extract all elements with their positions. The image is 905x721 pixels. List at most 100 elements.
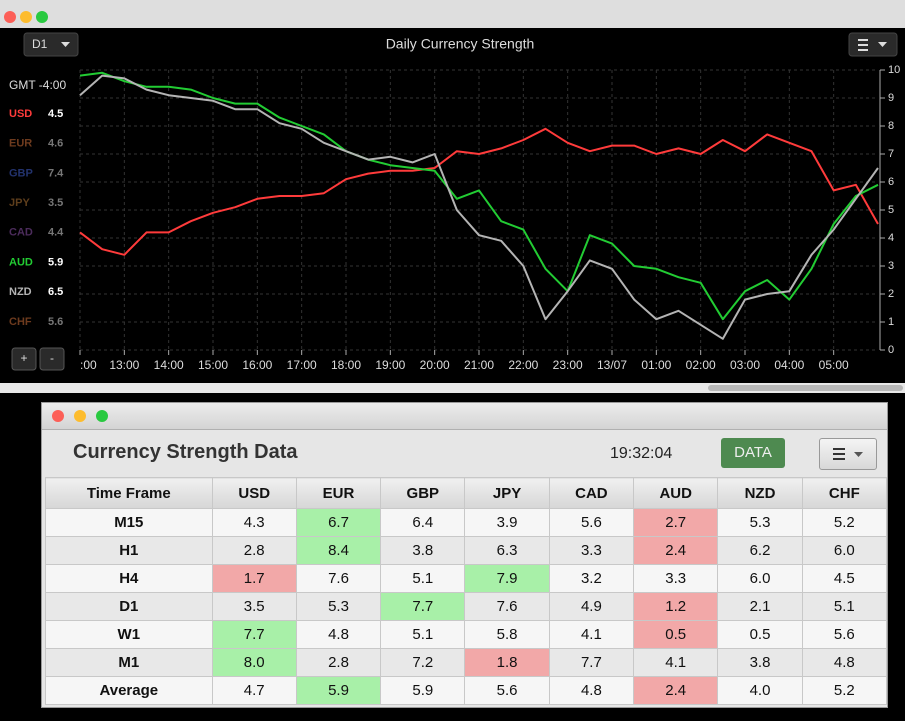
cell: 3.3 [548, 536, 635, 565]
y-tick-label: 10 [888, 64, 900, 76]
x-tick-label: 22:00 [508, 358, 538, 372]
x-tick-label: 14:00 [154, 358, 184, 372]
zoom-in-button[interactable] [11, 347, 37, 371]
y-tick-label: 5 [888, 204, 894, 216]
cell: 2.4 [633, 536, 719, 565]
row-label: H1 [45, 536, 213, 565]
row-label: D1 [45, 592, 213, 621]
y-tick-label: 1 [888, 316, 894, 328]
table-row: H1 2.8 8.4 3.8 6.3 3.3 2.4 6.2 6.0 [45, 536, 888, 565]
series-line [79, 127, 879, 256]
x-tick-label: 20:00 [420, 358, 450, 372]
minimize[interactable] [74, 410, 86, 422]
timeframe-select[interactable] [23, 32, 79, 57]
cell: 4.8 [548, 676, 635, 705]
cell: 5.1 [801, 592, 888, 621]
zoom-in: + [20, 351, 27, 365]
cell: 4.7 [211, 676, 297, 705]
cell: 4.8 [295, 620, 382, 649]
legend-name: AUD [9, 256, 33, 268]
legend-name: CHF [9, 316, 32, 328]
cell: 5.3 [717, 508, 803, 537]
column-header: AUD [633, 477, 719, 509]
maximize[interactable] [96, 410, 108, 422]
cell: 7.2 [380, 648, 466, 677]
series-line [79, 71, 879, 321]
cell: 3.8 [717, 648, 803, 677]
table-row: M15 4.3 6.7 6.4 3.9 5.6 2.7 5.3 5.2 [45, 508, 888, 537]
y-tick-label: 4 [888, 232, 894, 244]
scroll-thumb[interactable] [708, 385, 903, 391]
y-tick-label: 0 [888, 344, 894, 356]
x-tick-label: 17:00 [287, 358, 317, 372]
column-header: NZD [717, 477, 803, 509]
x-tick-label: 05:00 [819, 358, 849, 372]
x-tick-label: 13/07 [597, 358, 627, 372]
timezone: GMT -4:00 [9, 78, 66, 92]
row-label: H4 [45, 564, 213, 593]
cell: 6.3 [464, 536, 550, 565]
menu-icon [858, 39, 868, 51]
row-label: W1 [45, 620, 213, 649]
menu-icon [833, 448, 863, 460]
close[interactable] [4, 11, 16, 23]
cell: 4.0 [717, 676, 803, 705]
cell: 2.8 [295, 648, 382, 677]
x-tick-label: 03:00 [730, 358, 760, 372]
column-header: CAD [548, 477, 635, 509]
timeframe: D1 [32, 37, 48, 51]
chart-title: Daily Currency Strength [386, 36, 535, 52]
legend-name: JPY [9, 197, 30, 209]
cell: 4.1 [633, 648, 719, 677]
cell: 8.4 [295, 536, 382, 565]
cell: 4.3 [211, 508, 297, 537]
chart-bg [0, 28, 905, 383]
panel-title: Currency Strength Data [73, 441, 298, 463]
close[interactable] [52, 410, 64, 422]
zoom-out-button[interactable] [39, 347, 65, 371]
y-tick-label: 3 [888, 260, 894, 272]
menu-button[interactable] [819, 438, 877, 470]
x-tick-label: 04:00 [774, 358, 804, 372]
cell: 7.7 [380, 592, 466, 621]
data-button[interactable]: DATA [721, 438, 785, 468]
legend-name: USD [9, 108, 32, 120]
cell: 5.6 [464, 676, 550, 705]
row-label: M1 [45, 648, 213, 677]
legend-value: 3.5 [48, 197, 63, 209]
legend-value: 4.5 [48, 108, 63, 120]
cell: 3.9 [464, 508, 550, 537]
strength-table: Time Frame USD EUR GBP JPY CAD AUD NZD CHF M15 4.3… [45, 477, 888, 705]
legend-name: CAD [9, 227, 33, 239]
legend-name: GBP [9, 167, 33, 179]
cell: 5.1 [380, 564, 466, 593]
x-tick-label: 18:00 [331, 358, 361, 372]
x-tick-label: :00 [80, 358, 97, 372]
legend-value: 7.4 [48, 167, 64, 179]
table-row: W1 7.7 4.8 5.1 5.8 4.1 0.5 0.5 5.6 [45, 620, 888, 649]
legend-name: NZD [9, 286, 32, 298]
y-tick-label: 7 [888, 148, 894, 160]
cell: 2.1 [717, 592, 803, 621]
legend-value: 6.5 [48, 286, 63, 298]
cell: 4.9 [548, 592, 635, 621]
cell: 5.6 [801, 620, 888, 649]
x-tick-label: 21:00 [464, 358, 494, 372]
x-tick-label: 02:00 [686, 358, 716, 372]
row-label: Average [45, 676, 213, 705]
cell: 4.8 [801, 648, 888, 677]
table-row: M1 8.0 2.8 7.2 1.8 7.7 4.1 3.8 4.8 [45, 648, 888, 677]
minimize[interactable] [20, 11, 32, 23]
menu-button[interactable] [848, 32, 898, 57]
x-tick-label: 01:00 [641, 358, 671, 372]
column-header: EUR [295, 477, 382, 509]
maximize[interactable] [36, 11, 48, 23]
x-tick-label: 23:00 [553, 358, 583, 372]
cell: 4.5 [801, 564, 888, 593]
cell: 0.5 [717, 620, 803, 649]
column-header: Time Frame [45, 477, 213, 509]
table-row: H4 1.7 7.6 5.1 7.9 3.2 3.3 6.0 4.5 [45, 564, 888, 593]
row-label: M15 [45, 508, 213, 537]
scrollbar[interactable] [0, 383, 905, 393]
